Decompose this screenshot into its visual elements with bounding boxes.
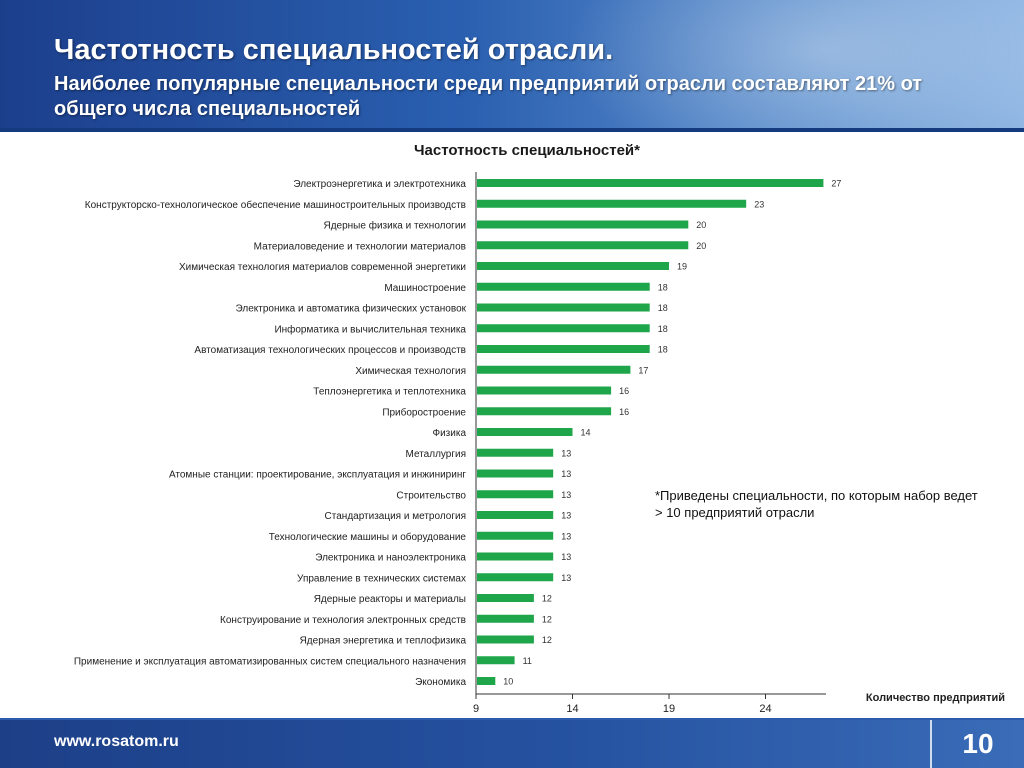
category-label: Физика	[432, 428, 466, 439]
data-label: 16	[619, 386, 629, 396]
data-label: 10	[503, 677, 513, 687]
bar	[477, 179, 824, 187]
data-label: 13	[561, 490, 571, 500]
category-label: Электроэнергетика и электротехника	[293, 179, 466, 190]
data-label: 13	[561, 511, 571, 521]
bar	[477, 241, 689, 250]
page-number: 10	[930, 720, 1024, 768]
category-label: Строительство	[396, 490, 466, 501]
category-label: Электроника и автоматика физических уста…	[236, 303, 467, 315]
category-label: Автоматизация технологических процессов …	[194, 345, 466, 356]
category-label: Металлургия	[406, 449, 466, 460]
x-tick-label: 14	[566, 703, 578, 715]
data-label: 13	[561, 531, 571, 541]
data-label: 13	[561, 448, 571, 458]
bar	[477, 428, 573, 436]
category-label: Технологические машины и оборудование	[269, 531, 467, 543]
data-label: 16	[619, 407, 629, 417]
footer-divider	[0, 718, 1024, 720]
website-link[interactable]: www.rosatom.ru	[54, 733, 179, 750]
data-label: 12	[542, 594, 552, 604]
bar	[477, 199, 747, 208]
data-label: 11	[523, 656, 532, 666]
bar	[477, 594, 534, 602]
category-label: Конструкторско-технологическое обеспечен…	[85, 199, 466, 211]
bar	[477, 469, 554, 478]
bar	[477, 552, 554, 561]
data-label: 18	[658, 345, 668, 355]
bar	[477, 345, 650, 353]
category-label: Ядерные физика и технологии	[323, 220, 466, 232]
bar	[477, 220, 689, 229]
data-label: 20	[696, 220, 706, 230]
data-label: 13	[561, 573, 571, 583]
slide-header: Частотность специальностей отрасли. Наиб…	[0, 0, 1024, 132]
category-label: Химическая технология материалов совреме…	[179, 262, 466, 273]
data-label: 17	[638, 365, 648, 375]
bar	[477, 365, 631, 374]
x-tick-label: 9	[473, 703, 479, 715]
data-label: 27	[831, 179, 841, 189]
bar	[477, 386, 612, 395]
data-label: 23	[754, 199, 764, 209]
bar	[477, 282, 650, 291]
slide-footer: www.rosatom.ru 10	[0, 720, 1024, 768]
bar	[477, 324, 650, 333]
bar	[477, 511, 554, 519]
header-glow	[564, 0, 1024, 132]
bar	[477, 635, 534, 644]
x-axis-label: Количество предприятий	[866, 692, 1005, 704]
data-label: 19	[677, 262, 687, 272]
category-label: Управление в технических системах	[297, 573, 466, 584]
footnote: *Приведены специальности, по которым наб…	[655, 488, 978, 520]
category-label: Экономика	[415, 677, 466, 688]
x-tick-label: 19	[663, 703, 675, 715]
slide-subtitle: Наиболее популярные специальности среди …	[54, 73, 923, 120]
x-tick-label: 24	[759, 703, 771, 715]
data-label: 12	[542, 614, 552, 624]
data-label: 14	[581, 428, 591, 438]
category-label: Ядерные реакторы и материалы	[314, 594, 466, 605]
category-label: Теплоэнергетика и теплотехника	[313, 387, 466, 398]
bar	[477, 614, 534, 623]
category-label: Материаловедение и технологии материалов	[254, 241, 466, 252]
category-label: Машиностроение	[384, 283, 466, 294]
chart-title: Частотность специальностей*	[413, 142, 640, 159]
category-label: Конструирование и технология электронных…	[220, 615, 466, 626]
slide-title: Частотность специальностей отрасли.	[54, 34, 614, 66]
bar	[477, 677, 496, 685]
category-label: Стандартизация и метрология	[325, 511, 466, 522]
category-label: Атомные станции: проектирование, эксплуа…	[169, 470, 466, 481]
bar	[477, 448, 554, 457]
data-label: 20	[696, 241, 706, 251]
bar-chart: Электроэнергетика и электротехника 27 Конс…	[74, 172, 1005, 715]
bar	[477, 573, 554, 582]
category-label: Электроника и наноэлектроника	[315, 553, 466, 564]
data-label: 13	[561, 469, 571, 479]
bar	[477, 531, 554, 540]
bar	[477, 490, 554, 499]
data-label: 13	[561, 552, 571, 562]
category-label: Химическая технология	[355, 366, 466, 377]
bar	[477, 303, 650, 312]
category-label: Применение и эксплуатация автоматизирова…	[74, 656, 466, 667]
category-label: Информатика и вычислительная техника	[274, 323, 466, 335]
data-label: 12	[542, 635, 552, 645]
category-label: Ядерная энергетика и теплофизика	[300, 635, 467, 647]
bar	[477, 407, 612, 416]
data-label: 18	[658, 303, 668, 313]
data-label: 18	[658, 324, 668, 334]
bar	[477, 262, 669, 270]
header-divider	[0, 128, 1024, 132]
data-label: 18	[658, 282, 668, 292]
category-label: Приборостроение	[382, 406, 466, 418]
bar	[477, 656, 515, 665]
